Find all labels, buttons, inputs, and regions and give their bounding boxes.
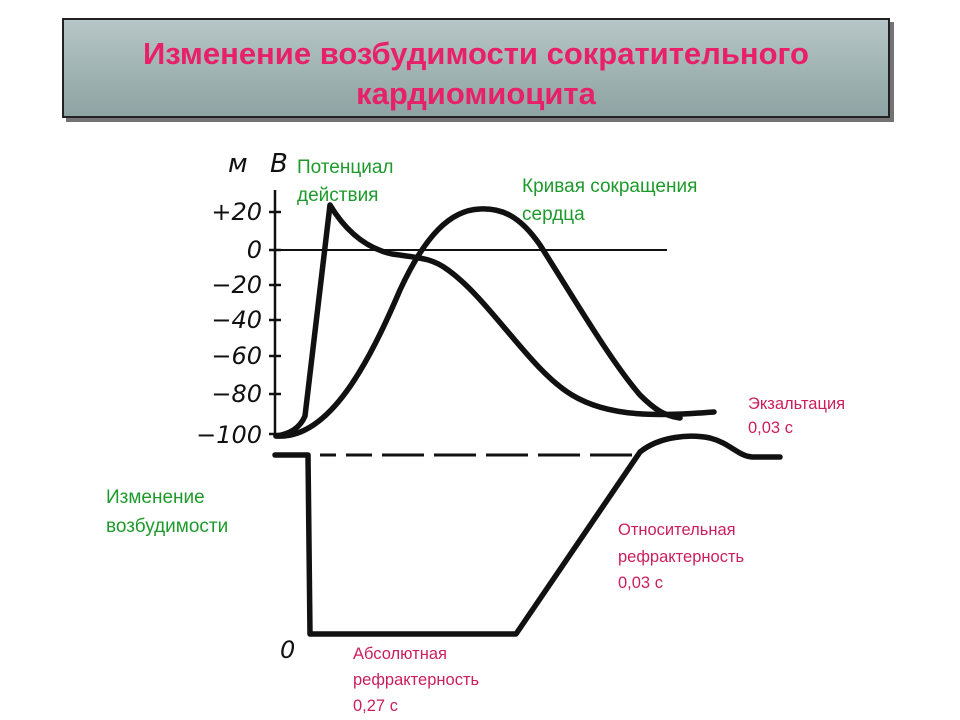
contraction-curve-label: Кривая сокращения сердца <box>522 176 703 225</box>
tick-label-minus80: −80 <box>211 380 262 408</box>
unit-v: В <box>270 149 288 179</box>
tick-label-bottom-zero: 0 <box>280 636 295 664</box>
excitability-change-label-line-2: возбудимости <box>106 516 228 537</box>
absolute-refractory-label-line-3: 0,27 с <box>353 697 398 715</box>
tick-label-minus40: −40 <box>211 306 262 334</box>
relative-refractory-label-line-1: Относительная <box>618 521 736 539</box>
title-line-1: Изменение возбудимости сократительного <box>143 36 809 71</box>
tick-label-0: 0 <box>247 236 262 264</box>
exaltation-label-line-1: Экзальтация <box>748 395 845 413</box>
excitability-curve <box>272 433 783 637</box>
unit-m: м <box>228 149 248 179</box>
title-line-2: кардиомиоцита <box>356 76 596 111</box>
absolute-refractory-label-line-1: Абсолютная <box>353 645 447 663</box>
contraction-curve <box>273 206 683 439</box>
absolute-refractory-label: Абсолютная рефрактерность 0,27 с <box>353 645 484 715</box>
action-potential-curve <box>273 202 717 439</box>
absolute-refractory-label-line-2: рефрактерность <box>353 671 479 689</box>
tick-label-minus100: −100 <box>196 421 262 449</box>
relative-refractory-label: Относительная рефрактерность 0,03 с <box>618 521 749 592</box>
tick-label-minus60: −60 <box>211 342 262 370</box>
page-title: Изменение возбудимости сократительного к… <box>64 34 888 114</box>
tick-label-plus20: +20 <box>211 198 262 226</box>
y-axis <box>269 190 281 438</box>
title-banner: Изменение возбудимости сократительного к… <box>62 18 890 118</box>
exaltation-label-line-2: 0,03 с <box>748 419 793 437</box>
excitability-change-label-line-1: Изменение <box>106 487 205 508</box>
relative-refractory-label-line-2: рефрактерность <box>618 548 744 566</box>
contraction-curve-label-line-1: Кривая сокращения <box>522 176 697 197</box>
relative-refractory-label-line-3: 0,03 с <box>618 574 663 592</box>
action-potential-label-line-2: действия <box>297 185 378 206</box>
action-potential-label-line-1: Потенциал <box>297 157 394 178</box>
tick-label-minus20: −20 <box>211 271 262 299</box>
action-potential-label: Потенциал действия <box>297 157 399 206</box>
exaltation-label: Экзальтация 0,03 с <box>748 395 850 437</box>
excitability-change-label: Изменение возбудимости <box>106 487 228 537</box>
contraction-curve-label-line-2: сердца <box>522 204 585 225</box>
